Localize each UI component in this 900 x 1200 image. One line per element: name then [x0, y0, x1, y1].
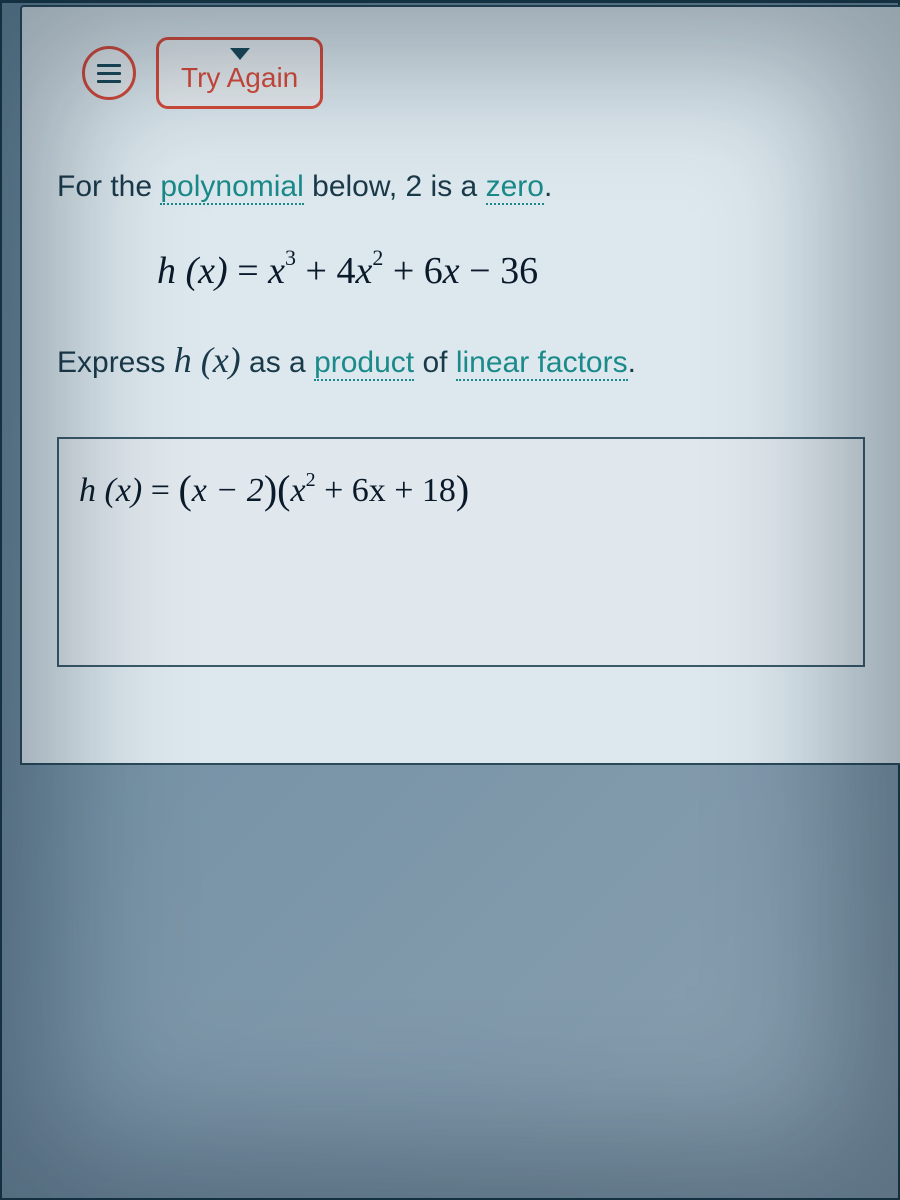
- term-op: −: [460, 250, 500, 292]
- header-row: Try Again: [82, 37, 865, 109]
- polynomial-equation: h (x) = x3 + 4x2 + 6x − 36: [157, 249, 865, 293]
- paren-open: (: [277, 467, 290, 512]
- link-linear-factors[interactable]: linear factors: [456, 346, 628, 381]
- factor-1: x − 2: [192, 472, 264, 509]
- term-const: 36: [500, 250, 538, 292]
- term-exp: 2: [372, 245, 383, 270]
- term-exp: 3: [285, 245, 296, 270]
- question-panel: Try Again For the polynomial below, 2 is…: [20, 5, 900, 765]
- text-fragment: as a: [241, 346, 314, 379]
- text-fragment: of: [414, 346, 456, 379]
- term-var: x: [268, 250, 285, 292]
- answer-equation: h (x) = (x − 2)(x2 + 6x + 18): [79, 464, 843, 511]
- chevron-down-icon: [230, 48, 250, 60]
- text-fragment: .: [628, 346, 636, 379]
- paren-close: ): [456, 467, 469, 512]
- text-fragment: .: [544, 170, 552, 203]
- eq-sign: =: [228, 250, 268, 292]
- link-polynomial[interactable]: polynomial: [160, 170, 303, 205]
- term-op: +: [383, 250, 423, 292]
- menu-button[interactable]: [82, 46, 136, 100]
- factor-2-rest: + 6x + 18: [316, 472, 456, 509]
- paren-open: (: [178, 467, 191, 512]
- eq-lhs: h (x): [157, 250, 228, 292]
- text-fragment: For the: [57, 170, 160, 203]
- term-op: +: [296, 250, 336, 292]
- math-inline: h (x): [174, 340, 241, 380]
- question-line-1: For the polynomial below, 2 is a zero.: [57, 164, 865, 209]
- link-zero[interactable]: zero: [486, 170, 544, 205]
- question-line-2: Express h (x) as a product of linear fac…: [57, 333, 865, 387]
- hamburger-icon: [97, 64, 121, 83]
- text-fragment: Express: [57, 346, 174, 379]
- paren-close: ): [264, 467, 277, 512]
- term-var: x: [290, 472, 305, 509]
- term-var: x: [443, 250, 460, 292]
- try-again-button[interactable]: Try Again: [156, 37, 323, 109]
- try-again-label: Try Again: [181, 62, 298, 94]
- term-var: x: [355, 250, 372, 292]
- term-coef: 4: [336, 250, 355, 292]
- link-product[interactable]: product: [314, 346, 414, 381]
- term-coef: 6: [424, 250, 443, 292]
- text-fragment: below, 2 is a: [304, 170, 486, 203]
- term-exp: 2: [306, 469, 316, 491]
- eq-lhs: h (x): [79, 472, 142, 509]
- eq-sign: =: [142, 472, 178, 509]
- answer-input-box[interactable]: h (x) = (x − 2)(x2 + 6x + 18): [57, 437, 865, 667]
